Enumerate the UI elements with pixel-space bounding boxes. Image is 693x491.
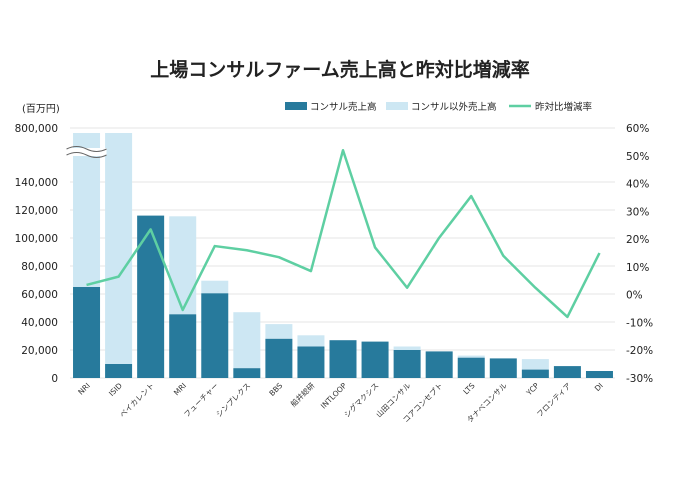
- bar-other-7: [297, 335, 325, 347]
- left-tick-label: 100,000: [15, 233, 58, 245]
- bar-other-5: [233, 312, 261, 369]
- x-tick-label: YCP: [524, 381, 541, 398]
- left-tick-label: 60,000: [21, 289, 58, 301]
- right-tick-label: 50%: [626, 151, 649, 163]
- bar-consulting-5: [233, 368, 261, 378]
- bar-consulting-15: [553, 366, 581, 378]
- x-tick-label: NRI: [76, 381, 92, 397]
- right-tick-label: -30%: [626, 373, 653, 385]
- right-tick-label: -20%: [626, 345, 653, 357]
- y-axis-unit-label: (百万円): [22, 103, 60, 115]
- left-tick-label: 800,000: [15, 123, 58, 135]
- bar-consulting-14: [521, 369, 549, 378]
- right-tick-label: 30%: [626, 206, 649, 218]
- bar-other-1: [105, 133, 133, 364]
- x-tick-label: LTS: [461, 381, 476, 396]
- right-tick-label: 10%: [626, 262, 649, 274]
- x-tick-label: DI: [593, 381, 605, 393]
- bar-consulting-11: [425, 351, 453, 378]
- x-tick-label: シンプレクス: [214, 381, 252, 419]
- right-tick-label: 0%: [626, 290, 643, 302]
- x-tick-label: MRI: [172, 381, 188, 397]
- right-tick-label: -10%: [626, 317, 653, 329]
- bar-consulting-16: [585, 371, 613, 378]
- bar-consulting-4: [201, 293, 229, 378]
- bar-other-12: [457, 355, 485, 358]
- bars: [73, 133, 613, 378]
- legend-label-growth: 昨対比増減率: [535, 101, 593, 113]
- bar-other-3: [169, 216, 197, 315]
- x-tick-label: ベイカレント: [118, 381, 156, 419]
- right-axis-ticks: -30% -20% -10% 0% 10% 20% 30% 40% 50% 60%: [626, 123, 653, 385]
- break-line-lower: [66, 152, 107, 158]
- bar-consulting-6: [265, 338, 293, 378]
- legend: コンサル売上高 コンサル以外売上高 昨対比増減率: [285, 101, 593, 113]
- left-tick-label: 80,000: [21, 261, 58, 273]
- break-line-upper: [66, 146, 107, 152]
- bar-consulting-3: [169, 314, 197, 378]
- chart-title: 上場コンサルファーム売上高と昨対比増減率: [150, 58, 529, 81]
- x-tick-label: BBS: [267, 381, 284, 398]
- legend-label-consulting: コンサル売上高: [310, 101, 377, 113]
- right-tick-label: 40%: [626, 179, 649, 191]
- bar-consulting-1: [105, 364, 133, 378]
- legend-label-other: コンサル以外売上高: [411, 101, 497, 113]
- legend-swatch-consulting: [285, 102, 307, 110]
- x-tick-label: 船井総研: [288, 380, 317, 409]
- left-axis-ticks: 0 20,000 40,000 60,000 80,000 100,000 120,000 1…: [15, 123, 58, 385]
- x-tick-label: フロンティア: [535, 381, 573, 419]
- x-tick-label: ISID: [107, 381, 124, 398]
- growth-polyline: [86, 148, 601, 319]
- bar-other-4: [201, 280, 229, 294]
- growth-line: [86, 148, 601, 319]
- bar-consulting-9: [361, 341, 389, 378]
- right-tick-label: 60%: [626, 123, 649, 135]
- bar-consulting-8: [329, 340, 357, 378]
- bar-other-14: [521, 359, 549, 370]
- bar-consulting-2: [137, 215, 165, 378]
- bar-consulting-12: [457, 357, 485, 378]
- right-tick-label: 20%: [626, 234, 649, 246]
- left-tick-label: 140,000: [15, 177, 58, 189]
- axis-break-mark: [66, 146, 107, 158]
- bar-consulting-0: [73, 287, 101, 378]
- left-tick-label: 0: [51, 373, 58, 385]
- legend-swatch-other: [386, 102, 408, 110]
- break-gap: [66, 148, 107, 156]
- bar-other-10: [393, 346, 421, 350]
- left-tick-label: 40,000: [21, 317, 58, 329]
- bar-consulting-13: [489, 358, 517, 378]
- x-tick-label: INTLOOP: [319, 381, 349, 411]
- bar-other-6: [265, 324, 293, 339]
- bar-consulting-10: [393, 350, 421, 378]
- bar-consulting-7: [297, 346, 325, 378]
- left-tick-label: 20,000: [21, 345, 58, 357]
- left-tick-label: 120,000: [15, 205, 58, 217]
- bar-other-0: [73, 133, 101, 287]
